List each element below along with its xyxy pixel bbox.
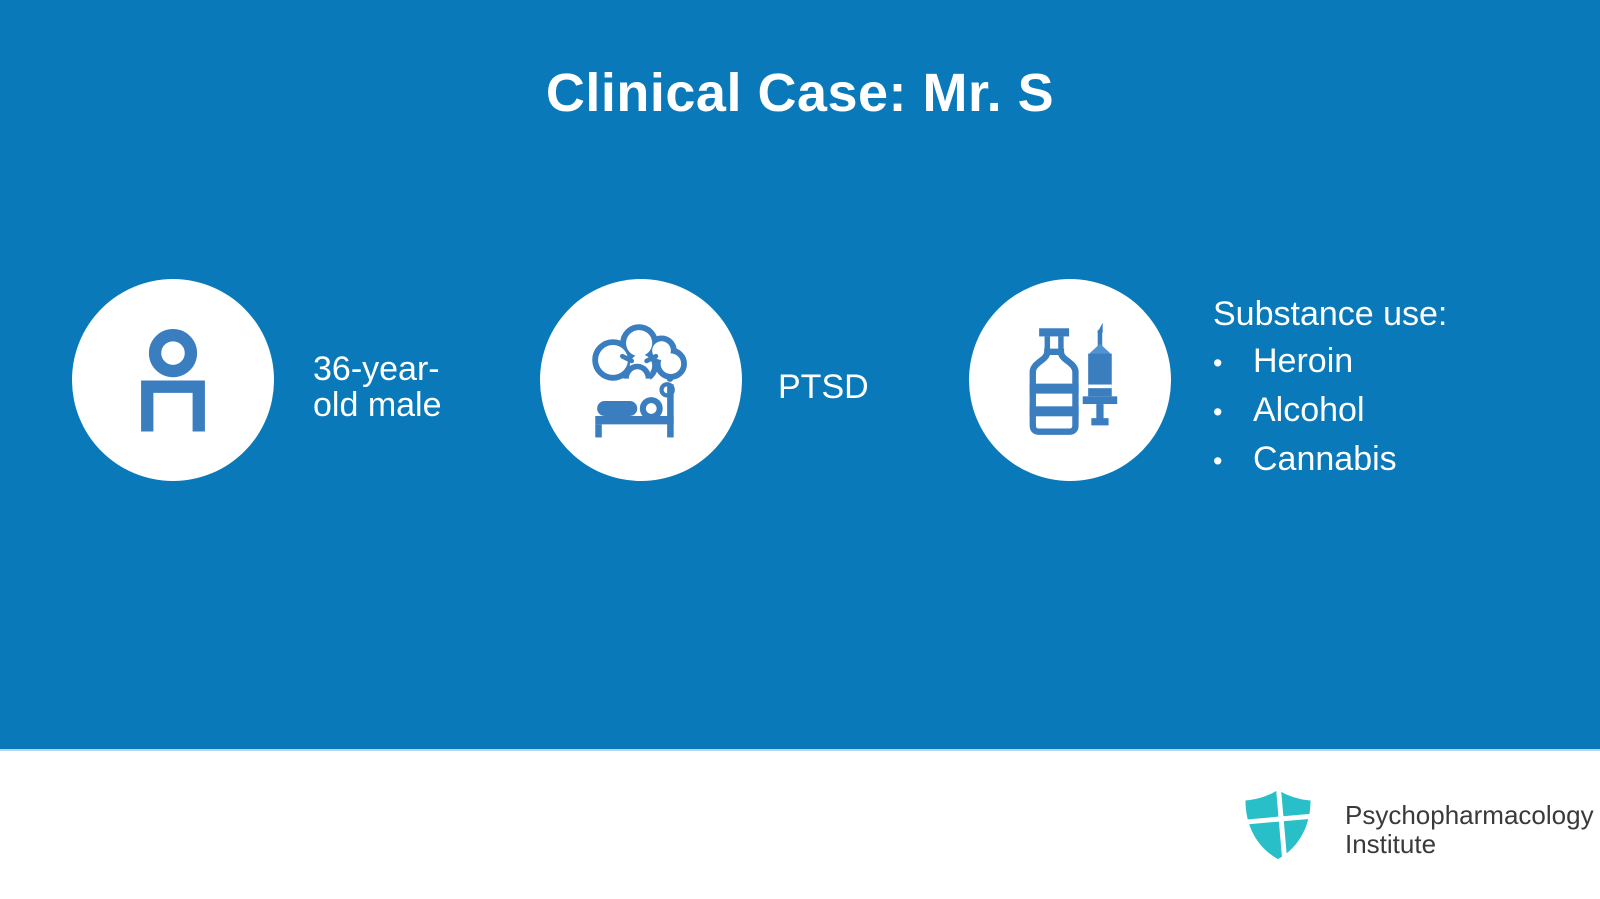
age-label: 36-year- old male xyxy=(313,351,442,423)
substance-icon-circle xyxy=(969,279,1171,481)
brand-line2: Institute xyxy=(1345,829,1437,859)
list-item: • Heroin xyxy=(1213,338,1447,387)
substance-heroin: Heroin xyxy=(1253,342,1354,380)
bottle-syringe-icon xyxy=(1029,322,1118,435)
bullet-icon: • xyxy=(1213,348,1223,378)
substance-list: Substance use: • Heroin • Alcohol • Cannabi… xyxy=(1213,291,1447,485)
person-icon xyxy=(141,329,205,432)
substance-heading: Substance use: xyxy=(1213,295,1448,333)
age-label-line2: old male xyxy=(313,386,442,424)
ptsd-label: PTSD xyxy=(778,368,869,406)
footer: Psychopharmacology Institute xyxy=(0,751,1600,899)
slide-background: Clinical Case: Mr. S 36-year- old male xyxy=(0,0,1600,751)
list-item: • Cannabis xyxy=(1213,436,1447,485)
brand-name: Psychopharmacology Institute xyxy=(1345,801,1594,859)
substance-alcohol: Alcohol xyxy=(1253,391,1365,429)
nightmare-bed-icon xyxy=(592,323,687,437)
substance-cannabis: Cannabis xyxy=(1253,440,1397,478)
bullet-icon: • xyxy=(1213,446,1223,476)
shield-logo-icon xyxy=(1242,787,1314,862)
list-item: • Alcohol xyxy=(1213,387,1447,436)
nightmare-icon-circle xyxy=(540,279,742,481)
age-label-line1: 36-year- xyxy=(313,350,440,388)
brand-line1: Psychopharmacology xyxy=(1345,800,1594,830)
bullet-icon: • xyxy=(1213,397,1223,427)
page-title: Clinical Case: Mr. S xyxy=(545,63,1055,123)
person-icon-circle xyxy=(72,279,274,481)
